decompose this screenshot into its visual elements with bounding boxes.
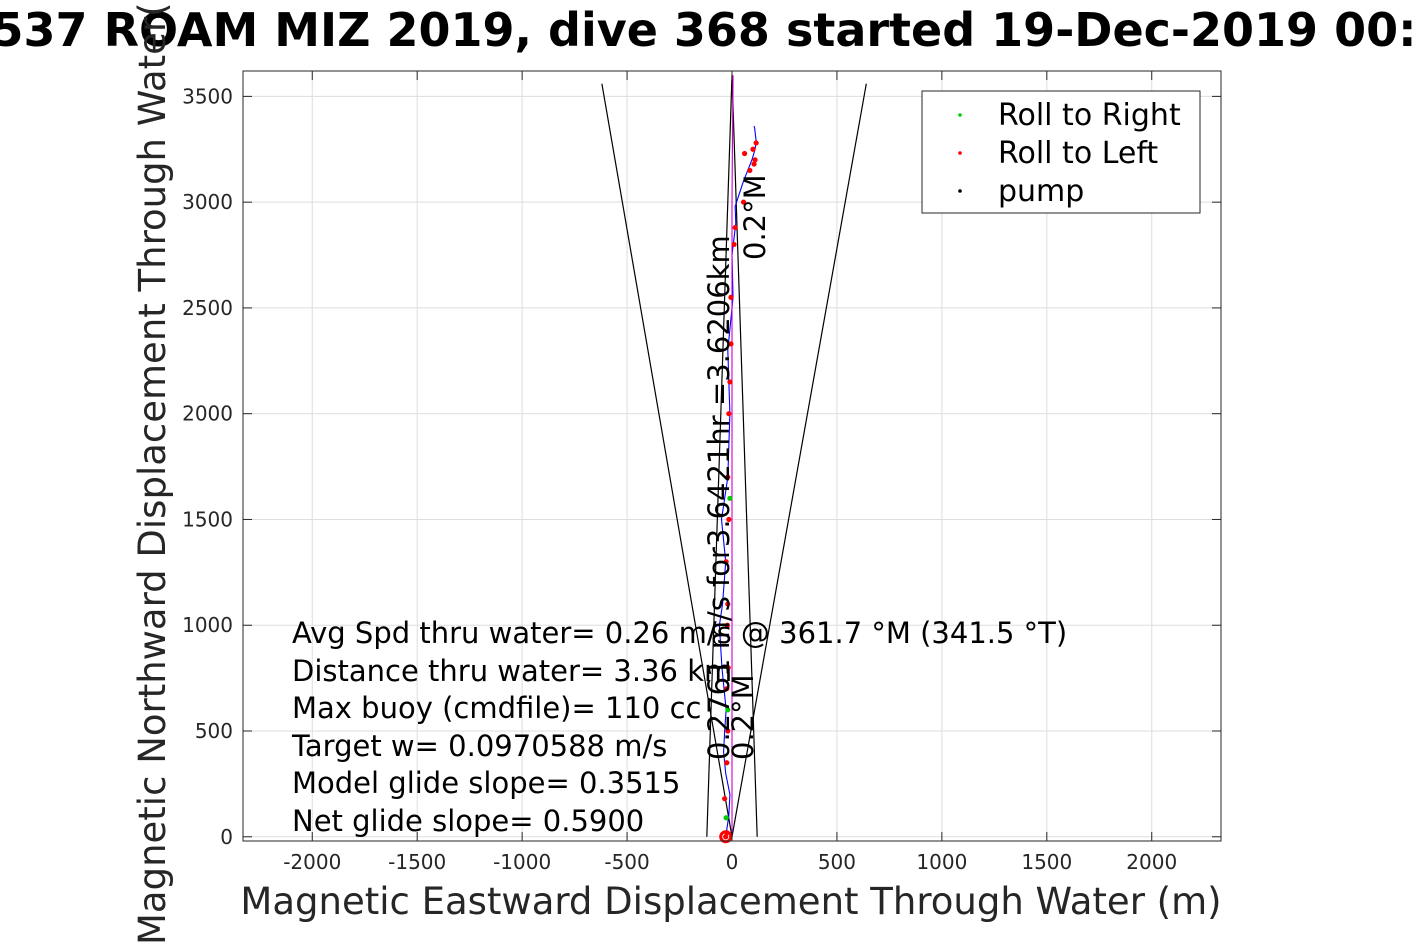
start-marker xyxy=(719,830,733,844)
legend-label-pump: pump xyxy=(998,174,1084,209)
x-tick-label: 0 xyxy=(726,850,739,874)
annotation-max-buoy: Max buoy (cmdfile)= 110 cc xyxy=(292,691,701,725)
y-tick-label: 3500 xyxy=(182,84,233,108)
cone-line xyxy=(601,83,733,837)
points xyxy=(719,140,759,844)
legend-marker-roll-left xyxy=(958,151,962,155)
x-tick-label: 500 xyxy=(818,850,856,874)
roll-left-point xyxy=(722,796,728,802)
legend: Roll to Right Roll to Left pump xyxy=(921,90,1201,214)
y-tick-label: 1500 xyxy=(182,507,233,531)
roll-left-point xyxy=(725,601,731,607)
roll-left-point xyxy=(728,341,734,347)
x-tick-label: 1500 xyxy=(1021,850,1072,874)
legend-marker-roll-right xyxy=(958,113,962,117)
roll-right-point xyxy=(723,815,729,821)
annotation-target-w: Target w= 0.0970588 m/s xyxy=(291,729,667,763)
y-tick-label: 3000 xyxy=(182,190,233,214)
rotated-label-heading-bottom: 0.2°M xyxy=(726,674,760,760)
x-tick-label: 1000 xyxy=(916,850,967,874)
roll-left-point xyxy=(725,664,731,671)
y-tick-labels: 0 500 1000 1500 2000 2500 3000 3500 xyxy=(182,84,233,848)
roll-left-point xyxy=(751,161,757,167)
x-tick-label: -1500 xyxy=(388,850,446,874)
annotation-avg-speed: Avg Spd thru water= 0.26 m/s @ 361.7 °M … xyxy=(292,616,1067,650)
roll-left-point xyxy=(747,167,753,174)
chart-title: 537 ROAM MIZ 2019, dive 368 started 19-D… xyxy=(0,3,1417,57)
y-axis-label: Magnetic Northward Displacement Through … xyxy=(131,2,174,945)
roll-left-point xyxy=(726,516,732,523)
y-tick-label: 2500 xyxy=(182,296,233,320)
roll-left-point xyxy=(731,241,737,248)
x-axis-label: Magnetic Eastward Displacement Through W… xyxy=(240,880,1221,923)
y-tick-label: 0 xyxy=(220,825,233,849)
legend-label-roll-left: Roll to Left xyxy=(998,136,1158,171)
heading-line xyxy=(731,75,734,837)
y-tick-label: 2000 xyxy=(182,402,233,426)
x-tick-label: -1000 xyxy=(493,850,551,874)
legend-label-roll-right: Roll to Right xyxy=(998,98,1181,133)
roll-left-point xyxy=(726,411,732,417)
annotation-model-glide: Model glide slope= 0.3515 xyxy=(292,766,680,800)
roll-left-point xyxy=(750,146,756,152)
roll-left-point xyxy=(741,150,748,157)
roll-left-point xyxy=(725,728,731,734)
roll-left-point xyxy=(723,559,729,565)
x-tick-label: 2000 xyxy=(1126,850,1177,874)
roll-left-point xyxy=(724,760,730,766)
ticks xyxy=(243,71,1221,841)
annotations: Avg Spd thru water= 0.26 m/s @ 361.7 °M … xyxy=(291,616,1067,838)
roll-left-point xyxy=(740,199,747,205)
annotation-net-glide: Net glide slope= 0.5900 xyxy=(292,804,644,838)
y-tick-label: 1000 xyxy=(182,613,233,637)
cone-line xyxy=(731,83,867,837)
legend-marker-pump xyxy=(958,189,962,193)
roll-left-point xyxy=(725,474,731,480)
roll-right-point xyxy=(725,707,731,713)
annotation-distance: Distance thru water= 3.36 km xyxy=(292,654,732,688)
x-tick-label: -2000 xyxy=(283,850,341,874)
cone-line xyxy=(706,75,733,837)
rotated-label-heading-top: 0.2°M xyxy=(738,174,772,260)
roll-left-point xyxy=(723,834,729,840)
roll-left-point xyxy=(728,294,734,300)
y-tick-label: 500 xyxy=(195,719,233,743)
roll-left-point xyxy=(724,686,730,692)
roll-left-point xyxy=(724,622,730,628)
roll-right-point xyxy=(727,495,733,501)
legend-box xyxy=(921,90,1201,214)
roll-left-point xyxy=(727,379,733,385)
roll-left-point xyxy=(752,157,758,163)
x-tick-label: -500 xyxy=(604,850,649,874)
roll-left-point xyxy=(732,224,738,231)
rotated-label-speed-distance: 0.2761 m/s for3.6421hr =3.6206km xyxy=(702,235,736,760)
x-tick-labels: -2000 -1500 -1000 -500 0 500 1000 1500 2000 xyxy=(283,850,1177,874)
roll-left-point xyxy=(753,140,759,146)
